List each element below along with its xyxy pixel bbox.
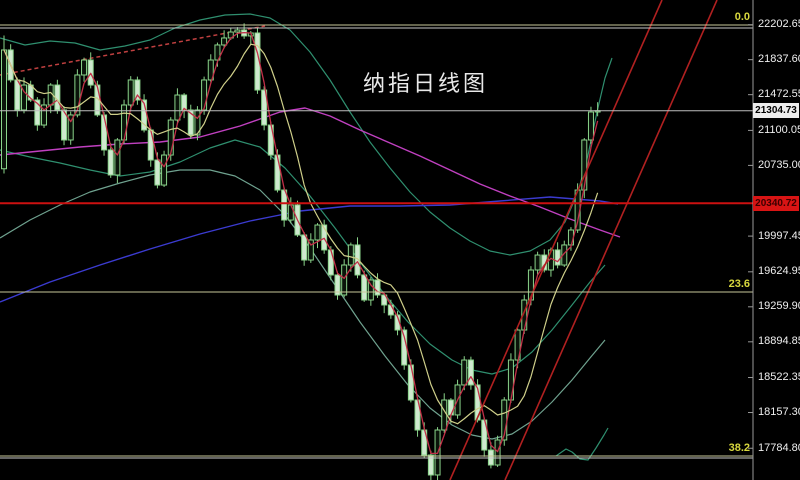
candle-body bbox=[427, 454, 434, 476]
candle-body bbox=[354, 244, 361, 276]
candle-body bbox=[14, 79, 21, 111]
candle-body bbox=[74, 74, 81, 116]
bollinger-lower bbox=[0, 169, 606, 440]
dotted-uptrend-to-peak bbox=[0, 25, 266, 76]
candle-body bbox=[534, 254, 541, 271]
candle-body bbox=[494, 439, 501, 466]
candle-body bbox=[287, 204, 294, 221]
mid-ma-magenta bbox=[0, 107, 621, 238]
candle-body bbox=[101, 114, 108, 151]
candle-body bbox=[187, 109, 194, 136]
candle-body bbox=[387, 304, 394, 316]
candle-body bbox=[154, 159, 161, 186]
candle-body bbox=[261, 89, 268, 126]
candle-body bbox=[87, 59, 94, 86]
channel-line-right bbox=[504, 0, 718, 480]
candle-body bbox=[347, 244, 354, 266]
candle-body bbox=[214, 44, 221, 61]
slow-ma-blue bbox=[0, 196, 619, 303]
candle-body bbox=[21, 84, 28, 111]
candle-body bbox=[34, 99, 41, 126]
candle-body bbox=[587, 111, 594, 141]
candle-body bbox=[367, 279, 374, 301]
candle-body bbox=[381, 294, 388, 306]
candle-body bbox=[514, 329, 521, 361]
candle-body bbox=[467, 359, 474, 386]
candle-body bbox=[201, 79, 208, 111]
candle-body bbox=[374, 279, 381, 296]
candle-body bbox=[134, 79, 141, 101]
candle-body bbox=[561, 244, 568, 266]
candle-body bbox=[361, 274, 368, 301]
candle-body bbox=[147, 129, 154, 161]
medium-ma-yellow bbox=[3, 43, 599, 425]
candle-body bbox=[321, 224, 328, 251]
candle-body bbox=[161, 154, 168, 186]
candle-body bbox=[307, 239, 314, 261]
current-price-badge: 21304.73 bbox=[753, 103, 799, 119]
candle-body bbox=[447, 399, 454, 416]
candle-body bbox=[334, 274, 341, 296]
candle-body bbox=[114, 139, 121, 176]
candle-body bbox=[41, 104, 48, 126]
candle-body bbox=[1, 49, 7, 170]
candle-body bbox=[407, 364, 414, 401]
candle-body bbox=[567, 229, 574, 246]
candle-body bbox=[61, 109, 68, 141]
candle-body bbox=[274, 154, 281, 191]
alert-price-badge: 20340.72 bbox=[753, 195, 799, 211]
bollinger-middle bbox=[0, 139, 606, 375]
candle-body bbox=[234, 29, 241, 33]
candle-body bbox=[581, 139, 588, 191]
candle-body bbox=[341, 264, 348, 296]
channel-line-left bbox=[449, 0, 663, 480]
candle-body bbox=[281, 189, 288, 221]
candle-body bbox=[207, 59, 214, 81]
candle-body bbox=[461, 359, 468, 386]
candle-body bbox=[441, 399, 448, 431]
candle-body bbox=[327, 249, 334, 276]
candle-body bbox=[67, 114, 74, 141]
candle-body bbox=[314, 224, 321, 241]
candle-body bbox=[81, 59, 88, 76]
bollinger-upper bbox=[0, 13, 613, 256]
candle-body bbox=[174, 94, 181, 121]
candle-body bbox=[554, 249, 561, 266]
teal-segment-bottom-right bbox=[555, 427, 609, 461]
candle-body bbox=[221, 37, 228, 46]
candle-body bbox=[194, 109, 201, 136]
candle-body bbox=[167, 119, 174, 156]
candle-body bbox=[301, 234, 308, 261]
candle-body bbox=[107, 149, 114, 176]
chart-title: 纳指日线图 bbox=[363, 72, 489, 97]
candle-body bbox=[127, 79, 134, 106]
fast-ma-red bbox=[3, 32, 599, 454]
candle-body bbox=[181, 94, 188, 111]
